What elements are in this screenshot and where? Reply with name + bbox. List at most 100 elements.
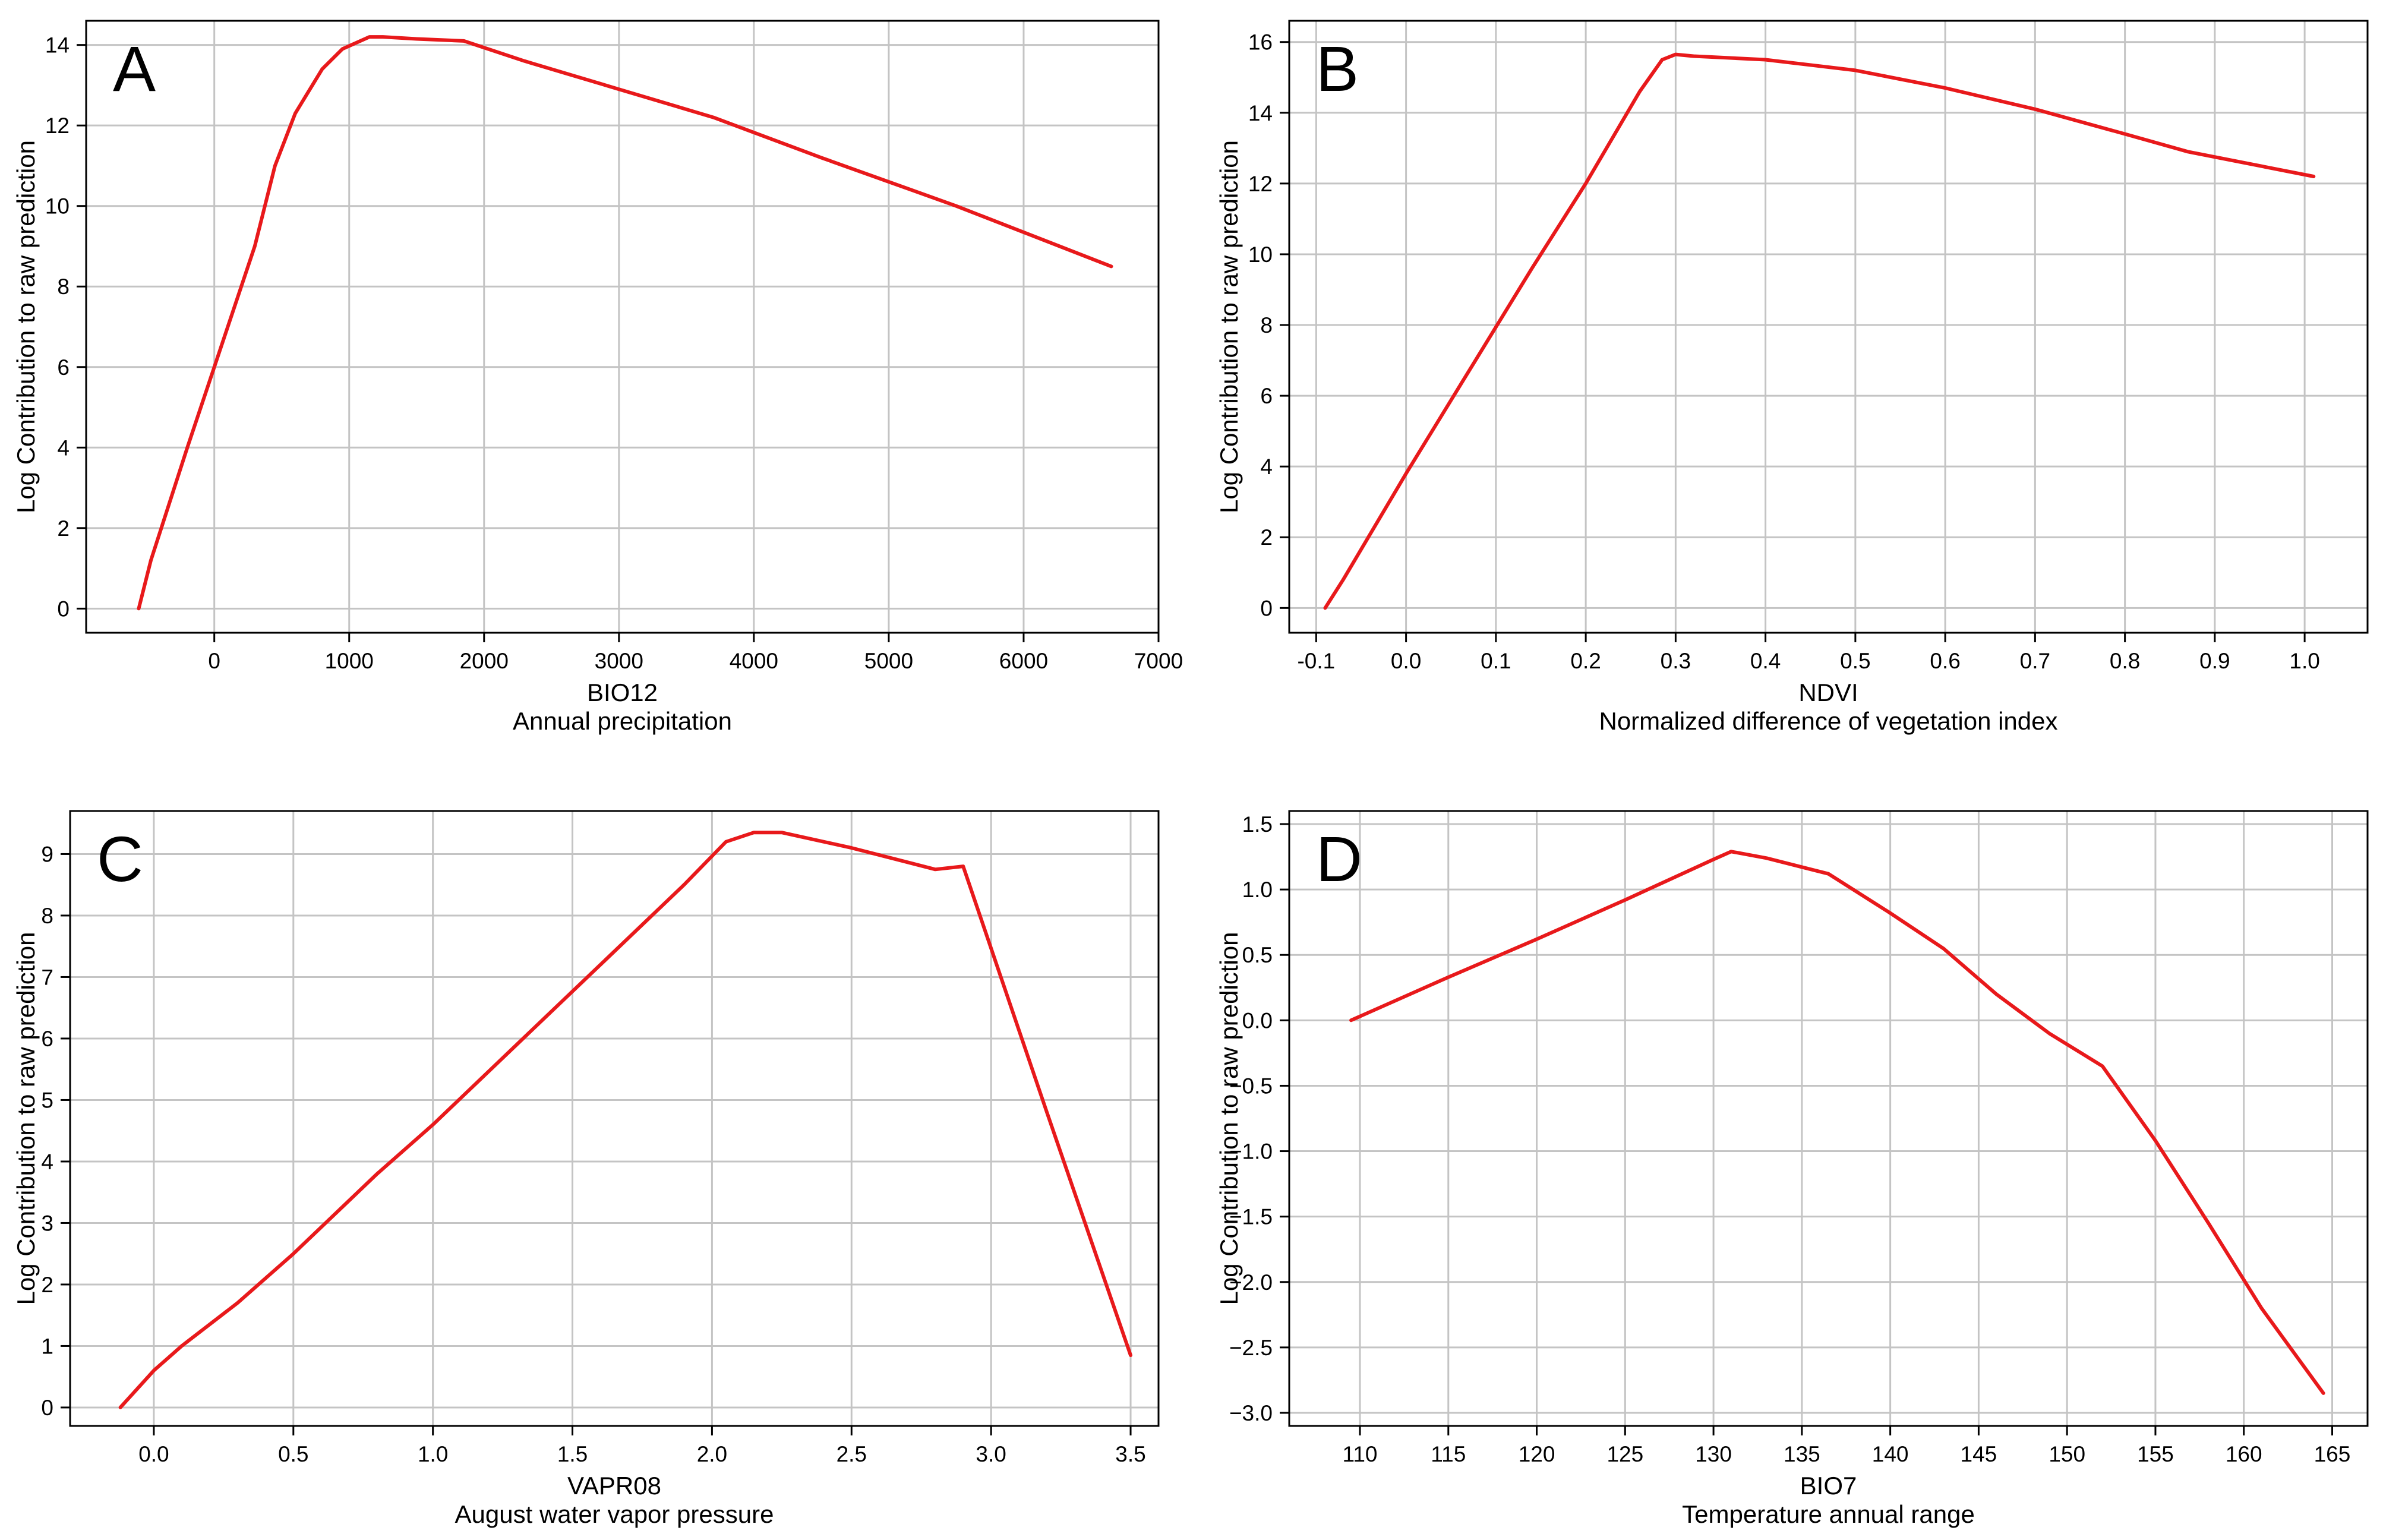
- panel-c-y-tick-label: 1: [41, 1334, 53, 1358]
- panel-d-label: D: [1316, 823, 1362, 895]
- panel-d-y-tick-label: −0.5: [1229, 1074, 1273, 1098]
- panel-a-y-tick-label: 14: [45, 33, 70, 58]
- panel-b-x-tick-label: 0.2: [1570, 649, 1601, 673]
- panel-c-series-line-response: [118, 831, 1132, 1409]
- panel-d-y-tick-label: −2.0: [1229, 1270, 1273, 1295]
- panel-c-y-tick-label: 7: [41, 965, 53, 989]
- panel-d-x-tick-label: 125: [1606, 1442, 1643, 1466]
- panel-b-x-tick-label: 0.1: [1481, 649, 1511, 673]
- panel-b-x-tick-label: 0.0: [1391, 649, 1421, 673]
- panel-a-y-axis-label: Log Contribution to raw prediction: [12, 140, 40, 513]
- panel-d-x-tick-label: 160: [2226, 1442, 2262, 1466]
- panel-a-y-tick-label: 0: [57, 597, 70, 621]
- panel-b-y-tick-label: 4: [1260, 455, 1273, 479]
- panel-d-plot-frame: [1288, 810, 2369, 1427]
- panel-d-x-axis-sublabel: Temperature annual range: [1682, 1500, 1975, 1528]
- panel-b-y-tick-label: 14: [1248, 101, 1273, 125]
- panel-d-x-tick-label: 115: [1431, 1442, 1466, 1466]
- panel-a-y-tick-label: 6: [57, 355, 70, 380]
- panel-d-y-tick-label: −3.0: [1229, 1401, 1273, 1425]
- panel-b-x-tick-label: 0.5: [1840, 649, 1870, 673]
- panel-a-x-axis-label: BIO12: [587, 679, 658, 706]
- panel-b-series-line-response: [1323, 52, 2316, 610]
- panel-b-x-tick-label: 0.9: [2199, 649, 2230, 673]
- panel-d-y-tick-label: −1.0: [1229, 1140, 1273, 1164]
- panel-d-x-tick-label: 155: [2137, 1442, 2174, 1466]
- panel-b-y-tick-label: 10: [1248, 242, 1273, 267]
- panel-d-y-tick-label: 0.0: [1242, 1008, 1273, 1033]
- panel-b-y-tick-label: 6: [1260, 384, 1273, 408]
- panel-c-x-tick-label: 0.5: [278, 1442, 308, 1466]
- panel-d-x-tick-label: 135: [1784, 1442, 1820, 1466]
- panel-c-x-tick-label: 3.5: [1115, 1442, 1145, 1466]
- panel-c-x-tick-label: 2.5: [837, 1442, 867, 1466]
- panel-b-x-tick-label: 0.3: [1661, 649, 1691, 673]
- panel-c-x-tick-label: 0.0: [138, 1442, 169, 1466]
- panel-d-y-tick-label: −2.5: [1229, 1336, 1273, 1360]
- panel-a-x-tick-label: 0: [208, 649, 220, 673]
- panel-b-label: B: [1316, 33, 1359, 105]
- panel-a-plot-frame: [85, 20, 1160, 634]
- panel-c-label: C: [97, 823, 143, 895]
- panel-b-x-tick-label: 0.4: [1750, 649, 1781, 673]
- panel-d-y-tick-label: 1.5: [1242, 812, 1273, 837]
- panel-d-x-tick-label: 130: [1695, 1442, 1732, 1466]
- panel-d-y-axis-label: Log Contribution to raw prediction: [1215, 932, 1243, 1305]
- panel-d-x-tick-label: 110: [1343, 1442, 1378, 1466]
- panel-c-x-axis-sublabel: August water vapor pressure: [455, 1500, 774, 1528]
- panel-c-y-tick-label: 3: [41, 1211, 53, 1235]
- panel-c-x-tick-label: 1.0: [418, 1442, 448, 1466]
- panel-d: 110 115 120 125 130 135 140 145 150 155 160 165 1.5 1…: [1215, 810, 2369, 1528]
- panel-b-x-tick-label: 0.7: [2020, 649, 2050, 673]
- panel-d-x-tick-label: 145: [1961, 1442, 1997, 1466]
- panel-b-x-tick-label: 1.0: [2289, 649, 2319, 673]
- panel-c-y-tick-label: 0: [41, 1396, 53, 1420]
- panel-c-x-axis-label: VAPR08: [567, 1472, 661, 1500]
- panel-b-y-tick-label: 16: [1248, 30, 1273, 55]
- panel-d-x-tick-label: 165: [2314, 1442, 2351, 1466]
- panel-b: -0.1 0.0 0.1 0.2 0.3 0.4 0.5 0.6 0.7 0.8 0.9 1.0 0 2 4…: [1215, 20, 2369, 735]
- panel-c-y-tick-label: 5: [41, 1088, 53, 1112]
- panel-a: 0 1000 2000 3000 4000 5000 6000 7000 0 2 4 6 8 10 12 14…: [12, 20, 1183, 735]
- panel-b-plot-frame: [1288, 20, 2369, 634]
- panel-d-x-axis-label: BIO7: [1800, 1472, 1857, 1500]
- panel-d-series-line-response: [1349, 850, 2325, 1395]
- panel-c-x-tick-label: 3.0: [976, 1442, 1006, 1466]
- panel-a-x-tick-label: 1000: [325, 649, 374, 673]
- panel-d-y-tick-label: 1.0: [1242, 878, 1273, 902]
- panel-c: 0.0 0.5 1.0 1.5 2.0 2.5 3.0 3.5 0 1 2 3 4 5 6 7 8 9 C VAPR0…: [12, 810, 1160, 1528]
- panel-b-x-tick-label: -0.1: [1297, 649, 1335, 673]
- panel-a-series-line-response: [137, 35, 1113, 611]
- panel-b-y-axis-label: Log Contribution to raw prediction: [1215, 140, 1243, 513]
- panel-a-x-axis-sublabel: Annual precipitation: [513, 707, 732, 735]
- panel-a-x-tick-label: 4000: [730, 649, 778, 673]
- panel-b-y-tick-label: 8: [1260, 313, 1273, 337]
- panel-a-x-tick-label: 7000: [1134, 649, 1183, 673]
- panel-a-x-tick-label: 5000: [864, 649, 913, 673]
- panel-a-x-tick-label: 3000: [595, 649, 643, 673]
- panel-b-x-axis-label: NDVI: [1798, 679, 1858, 706]
- panel-a-y-tick-label: 2: [57, 516, 70, 541]
- panel-a-x-tick-label: 2000: [460, 649, 509, 673]
- panel-b-x-axis-sublabel: Normalized difference of vegetation inde…: [1599, 707, 2057, 735]
- panel-b-y-tick-label: 12: [1248, 172, 1273, 196]
- panel-c-y-tick-label: 4: [41, 1150, 53, 1174]
- panel-b-y-tick-label: 2: [1260, 525, 1273, 550]
- panel-c-y-tick-label: 6: [41, 1027, 53, 1051]
- panel-a-y-tick-label: 4: [57, 436, 70, 460]
- panel-c-y-tick-label: 2: [41, 1273, 53, 1297]
- panel-d-y-tick-label: 0.5: [1242, 943, 1273, 967]
- panel-b-y-tick-label: 0: [1260, 596, 1273, 620]
- panel-b-x-tick-label: 0.6: [1930, 649, 1960, 673]
- panel-c-x-tick-label: 2.0: [697, 1442, 727, 1466]
- panel-a-y-tick-label: 8: [57, 274, 70, 299]
- panel-c-plot-frame: [69, 810, 1160, 1427]
- panel-d-x-tick-label: 140: [1872, 1442, 1909, 1466]
- panel-d-x-tick-label: 150: [2049, 1442, 2085, 1466]
- panel-a-y-tick-label: 10: [45, 194, 70, 219]
- panel-a-label: A: [113, 33, 156, 105]
- panel-c-y-axis-label: Log Contribution to raw prediction: [12, 932, 40, 1305]
- panel-b-x-tick-label: 0.8: [2110, 649, 2140, 673]
- panel-a-y-tick-label: 12: [45, 113, 70, 138]
